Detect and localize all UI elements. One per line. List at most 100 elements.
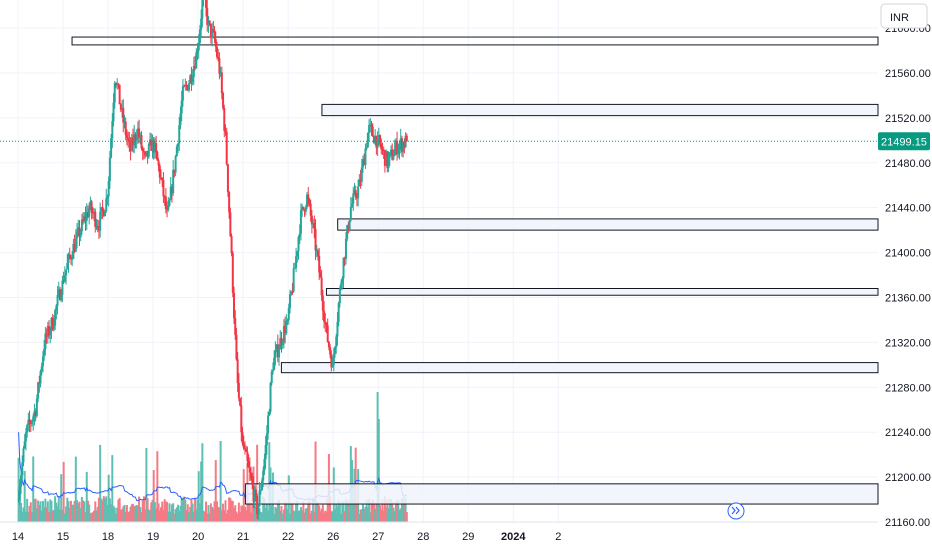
candle-body [85,211,88,221]
candle-down [222,91,225,111]
candle-body [258,490,261,506]
candle-up [397,143,400,158]
time-tick-label: 14 [12,531,24,543]
candle-body [198,29,201,43]
candle-body [123,121,126,123]
candle-body [222,93,225,109]
candle-body [365,147,368,149]
volume-bar [63,513,66,522]
candle-body [110,138,113,158]
volume-bar [27,511,30,522]
candle-body [177,143,180,147]
candle-body [251,478,254,485]
candle-up [112,93,115,127]
candle-down [217,49,220,62]
candle-body [134,134,137,141]
volume-bar [388,498,391,522]
candle-body [349,206,352,221]
volume-bar [183,496,186,522]
candle-body [207,20,210,26]
candle-down [183,84,186,88]
candle-up [374,129,377,146]
volume-bar [97,497,100,522]
candle-body [307,194,310,200]
volume-bar [313,511,316,522]
volume-bar [18,498,21,522]
price-axis[interactable]: 21160.00 21200.00 21240.00 21280.00 21320.00… [885,23,931,529]
candle-up [189,74,192,85]
candle-body [24,432,27,442]
candle-body [228,192,231,213]
candle-body [112,102,115,122]
candle-body [90,201,93,213]
candle-up [153,137,156,159]
volume-bar [236,513,239,522]
time-axis[interactable]: 14 15 18 19 20 21 22 26 27 28 29 2024 2 [0,521,878,543]
candle-body [66,263,69,270]
candle-down [101,199,104,219]
candle-down [73,234,76,254]
time-tick-label: 2024 [501,531,526,543]
volume-bar [86,500,89,522]
volume-bar [393,510,396,522]
volume-bar [324,510,327,522]
volume-bar [265,503,268,522]
volume-bar [368,499,371,522]
candle-up [197,34,200,59]
candle-body [192,65,195,77]
candle-up [196,42,199,61]
volume-bar [347,504,350,522]
candle-up [336,312,339,346]
volume-bar [194,498,197,522]
volume-bar [336,506,339,522]
candle-up [71,251,74,267]
candle-body [330,354,333,368]
currency-button[interactable]: INR [880,3,928,29]
candle-up [54,308,57,331]
candle-down [314,219,317,260]
candle-down [96,219,99,233]
candle-body [243,448,246,450]
candle-up [116,78,119,90]
candle-down [396,131,399,161]
volume-bar [268,442,271,522]
candle-up [32,413,35,431]
candle-up [133,124,136,154]
candle-down [194,55,197,71]
zone-box [325,288,879,296]
candle-up [22,445,25,467]
candle-body [97,227,100,231]
volume-bar [270,505,273,522]
candle-body [353,190,356,194]
candle-down [38,375,41,393]
time-tick-label: 26 [327,531,339,543]
time-tick-label: 27 [372,531,384,543]
volume-bar [206,513,209,522]
candle-down [102,208,105,217]
candle-down [320,269,323,302]
candle-down [68,247,71,260]
volume-bar [309,513,312,522]
goto-realtime-button[interactable] [727,502,745,520]
candle-body [246,451,249,462]
candle-body [157,160,160,166]
volume-bar [155,508,158,522]
volume-bar [308,499,311,522]
candle-up [264,436,267,469]
volume-bar [100,498,103,522]
candle-body [213,30,216,40]
volume-bar [55,502,58,522]
volume-bar [187,512,190,522]
candle-body [93,211,96,214]
zones [71,36,879,505]
volume-bar [316,502,319,522]
volume-bar [396,500,399,522]
volume-bar [118,498,121,522]
candle-down [119,103,122,113]
volume-bar [203,511,206,522]
candle-down [242,435,245,451]
candle-body [186,85,189,91]
candle-body [313,222,316,229]
